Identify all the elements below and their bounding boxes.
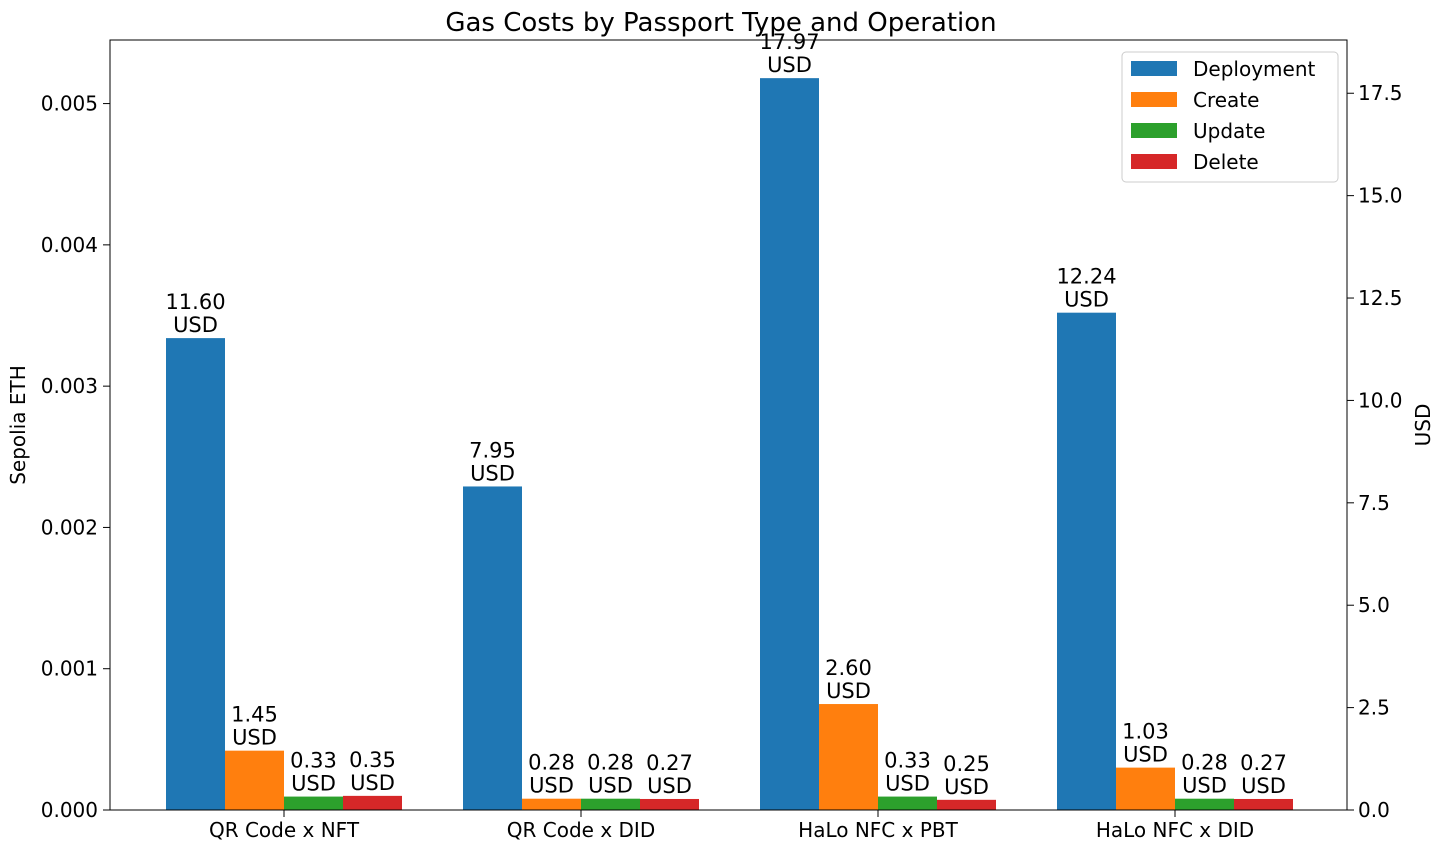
legend-swatch-update	[1131, 123, 1177, 138]
y-axis-left: 0.000 0.001 0.002 0.003 0.004 0.005	[41, 92, 110, 822]
bar-create-4	[1116, 767, 1175, 810]
bar-label-unit: USD	[470, 461, 515, 485]
bar-label-value: 17.97	[759, 30, 819, 54]
bar-label-unit: USD	[1123, 743, 1168, 767]
legend-swatch-create	[1131, 92, 1177, 107]
bar-label-value: 12.24	[1056, 265, 1116, 289]
bar-delete-2	[640, 798, 699, 810]
bar-labels-group: 11.60USD7.95USD17.97USD12.24USD1.45USD0.…	[165, 30, 1286, 799]
bar-update-2	[581, 798, 640, 810]
bar-label-unit: USD	[885, 772, 930, 796]
bar-update-3	[878, 796, 937, 810]
y-tick-label: 0.004	[41, 233, 98, 257]
bar-label-unit: USD	[529, 774, 574, 798]
bar-label-value: 0.27	[1240, 751, 1287, 775]
x-tick-label: HaLo NFC x DID	[1096, 818, 1254, 842]
legend-label-update: Update	[1193, 119, 1265, 143]
x-tick-label: QR Code x NFT	[209, 818, 360, 842]
legend-box	[1121, 51, 1339, 183]
bar-label-unit: USD	[944, 775, 989, 799]
bar-label-unit: USD	[767, 53, 812, 77]
y-tick-label: 0.001	[41, 657, 98, 681]
y2-axis-title: USD	[1411, 404, 1435, 447]
bar-label-value: 7.95	[469, 438, 516, 462]
x-tick-label: HaLo NFC x PBT	[798, 818, 958, 842]
bar-create-1	[225, 750, 284, 810]
bars-group	[166, 78, 1293, 810]
bar-deployment-1	[166, 338, 225, 810]
bar-label-value: 11.60	[165, 290, 225, 314]
plot-frame	[109, 39, 1348, 811]
bar-label-unit: USD	[291, 772, 336, 796]
y-axis-right: 0.0 2.5 5.0 7.5 10.0 12.5 15.0 17.5	[1347, 81, 1403, 822]
bar-delete-3	[937, 799, 996, 810]
bar-label-value: 0.28	[528, 751, 575, 775]
bar-label-unit: USD	[647, 774, 692, 798]
bar-deployment-2	[463, 486, 522, 810]
x-axis: QR Code x NFT QR Code x DID HaLo NFC x PBT…	[209, 810, 1254, 842]
bar-label-unit: USD	[1064, 288, 1109, 312]
y-tick-label: 0.000	[41, 798, 98, 822]
bar-label-value: 1.03	[1122, 720, 1169, 744]
legend-label-create: Create	[1193, 88, 1259, 112]
y2-tick-label: 7.5	[1358, 491, 1390, 515]
bar-label-value: 0.33	[290, 749, 337, 773]
bar-label-unit: USD	[588, 774, 633, 798]
bar-label-value: 1.45	[231, 703, 278, 727]
chart-title: Gas Costs by Passport Type and Operation	[445, 8, 996, 38]
x-tick-label: QR Code x DID	[507, 818, 655, 842]
bar-label-value: 0.28	[1181, 751, 1228, 775]
bar-label-value: 0.35	[349, 748, 396, 772]
bar-label-value: 0.33	[884, 749, 931, 773]
bar-delete-1	[343, 795, 402, 810]
legend-swatch-deployment	[1131, 61, 1177, 76]
bar-deployment-4	[1057, 312, 1116, 810]
y2-tick-label: 2.5	[1358, 696, 1390, 720]
bar-label-value: 0.27	[646, 751, 693, 775]
bar-label-unit: USD	[232, 726, 277, 750]
bar-create-2	[522, 798, 581, 810]
y-tick-label: 0.003	[41, 374, 98, 398]
bar-label-value: 2.60	[825, 656, 872, 680]
bar-label-unit: USD	[173, 313, 218, 337]
y2-tick-label: 12.5	[1358, 286, 1403, 310]
bar-update-1	[284, 796, 343, 810]
bar-delete-4	[1234, 798, 1293, 810]
bar-create-3	[819, 704, 878, 810]
bar-label-unit: USD	[350, 771, 395, 795]
y2-tick-label: 17.5	[1358, 81, 1403, 105]
bar-label-unit: USD	[1182, 774, 1227, 798]
y-axis-title: Sepolia ETH	[6, 365, 30, 485]
legend-swatch-delete	[1131, 154, 1177, 169]
bar-label-unit: USD	[826, 679, 871, 703]
y-tick-label: 0.002	[41, 515, 98, 539]
bar-label-value: 0.25	[943, 752, 990, 776]
y2-tick-label: 0.0	[1358, 798, 1390, 822]
bar-label-unit: USD	[1241, 774, 1286, 798]
legend: Deployment Create Update Delete	[1121, 51, 1339, 183]
legend-label-delete: Delete	[1193, 150, 1259, 174]
y2-tick-label: 10.0	[1358, 388, 1403, 412]
y-tick-label: 0.005	[41, 92, 98, 116]
bar-deployment-3	[760, 78, 819, 810]
y2-tick-label: 15.0	[1358, 184, 1403, 208]
legend-label-deployment: Deployment	[1193, 57, 1315, 81]
bar-label-value: 0.28	[587, 751, 634, 775]
bar-update-4	[1175, 798, 1234, 810]
y2-tick-label: 5.0	[1358, 593, 1390, 617]
